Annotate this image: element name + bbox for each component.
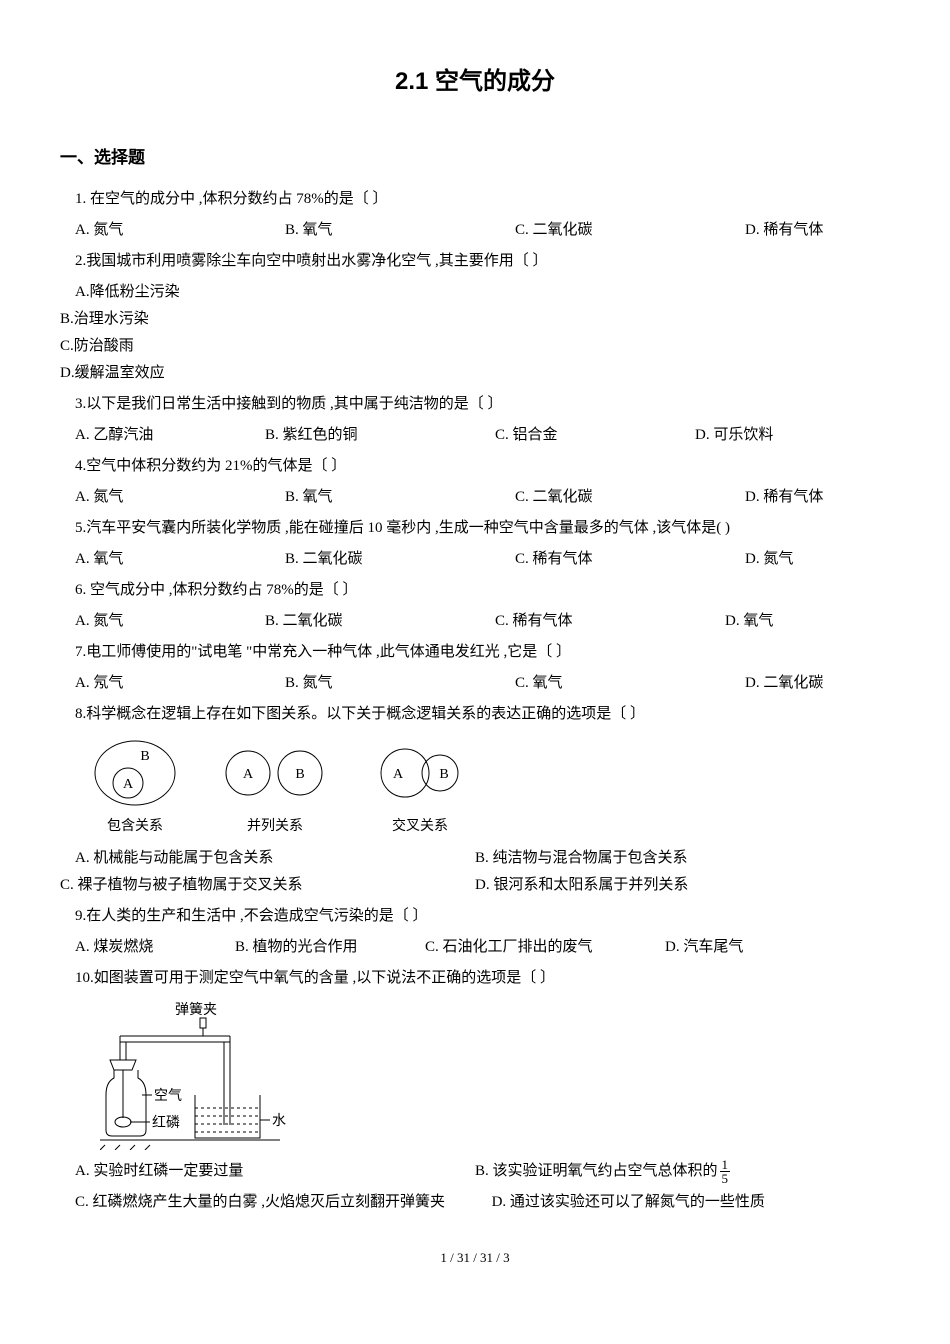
svg-text:A: A [393, 767, 404, 782]
q8-options: A. 机械能与动能属于包含关系 B. 纯洁物与混合物属于包含关系 C. 裸子植物… [60, 845, 890, 899]
q5-options: A. 氧气 B. 二氧化碳 C. 稀有气体 D. 氮气 [60, 546, 890, 573]
q8-opt-a: A. 机械能与动能属于包含关系 [60, 845, 475, 872]
q6-opt-a: A. 氮气 [75, 608, 265, 635]
intersect-icon: A B [370, 738, 470, 808]
include-icon: A B [90, 738, 180, 808]
q7-stem: 7.电工师傅使用的"试电笔 "中常充入一种气体 ,此气体通电发红光 ,它是〔 〕 [60, 639, 890, 666]
svg-text:B: B [439, 767, 448, 782]
q7-opt-d: D. 二氧化碳 [745, 670, 823, 697]
q6-opt-c: C. 稀有气体 [495, 608, 725, 635]
q10-opt-c: C. 红磷燃烧产生大量的白雾 ,火焰熄灭后立刻翻开弹簧夹 [60, 1189, 492, 1216]
q9-opt-d: D. 汽车尾气 [665, 934, 743, 961]
q10-options-cd: C. 红磷燃烧产生大量的白雾 ,火焰熄灭后立刻翻开弹簧夹 D. 通过该实验还可以… [60, 1189, 890, 1216]
q3-opt-d: D. 可乐饮料 [695, 422, 773, 449]
q6-opt-b: B. 二氧化碳 [265, 608, 495, 635]
q4-opt-a: A. 氮气 [75, 484, 285, 511]
q10-opt-b: B. 该实验证明氧气约占空气总体积的 1 5 [475, 1158, 890, 1185]
page-number: 1 / 31 / 31 / 3 [60, 1246, 890, 1269]
q2-options: A.降低粉尘污染 B.治理水污染 C.防治酸雨 D.缓解温室效应 [60, 279, 890, 387]
q1-opt-b: B. 氧气 [285, 217, 515, 244]
q9-options: A. 煤炭燃烧 B. 植物的光合作用 C. 石油化工厂排出的废气 D. 汽车尾气 [60, 934, 890, 961]
q6-options: A. 氮气 B. 二氧化碳 C. 稀有气体 D. 氧气 [60, 608, 890, 635]
diagram-include: A B 包含关系 [90, 738, 180, 839]
q1-options: A. 氮气 B. 氧气 C. 二氧化碳 D. 稀有气体 [60, 217, 890, 244]
svg-text:B: B [295, 767, 304, 782]
q3-opt-b: B. 紫红色的铜 [265, 422, 495, 449]
q6-stem: 6. 空气成分中 ,体积分数约占 78%的是〔 〕 [60, 577, 890, 604]
q2-stem: 2.我国城市利用喷雾除尘车向空中喷射出水雾净化空气 ,其主要作用〔 〕 [60, 248, 890, 275]
q8-opt-d: D. 银河系和太阳系属于并列关系 [475, 872, 890, 899]
q8-opt-c: C. 裸子植物与被子植物属于交叉关系 [60, 872, 475, 899]
intersect-label: 交叉关系 [392, 814, 448, 839]
q5-stem: 5.汽车平安气囊内所装化学物质 ,能在碰撞后 10 毫秒内 ,生成一种空气中含量… [60, 515, 890, 542]
svg-text:B: B [140, 749, 149, 764]
q1-opt-a: A. 氮气 [75, 217, 285, 244]
q3-opt-a: A. 乙醇汽油 [75, 422, 265, 449]
q8-opt-b: B. 纯洁物与混合物属于包含关系 [475, 845, 890, 872]
q3-stem: 3.以下是我们日常生活中接触到的物质 ,其中属于纯洁物的是〔 〕 [60, 391, 890, 418]
q2-opt-a: A.降低粉尘污染 [60, 279, 890, 306]
q10-options-ab: A. 实验时红磷一定要过量 B. 该实验证明氧气约占空气总体积的 1 5 [60, 1158, 890, 1185]
svg-text:A: A [243, 767, 254, 782]
q7-opt-a: A. 氖气 [75, 670, 285, 697]
parallel-label: 并列关系 [247, 814, 303, 839]
page-title: 2.1 空气的成分 [60, 60, 890, 103]
q8-diagrams: A B 包含关系 A B 并列关系 A B 交叉关系 [90, 738, 890, 839]
q6-opt-d: D. 氧气 [725, 608, 773, 635]
section-title: 一、选择题 [60, 143, 890, 174]
q4-opt-b: B. 氧气 [285, 484, 515, 511]
q3-opt-c: C. 铝合金 [495, 422, 695, 449]
q5-opt-d: D. 氮气 [745, 546, 793, 573]
q9-opt-a: A. 煤炭燃烧 [75, 934, 235, 961]
q4-opt-c: C. 二氧化碳 [515, 484, 745, 511]
svg-text:空气: 空气 [154, 1088, 182, 1104]
q1-stem: 1. 在空气的成分中 ,体积分数约占 78%的是〔 〕 [60, 186, 890, 213]
q10-apparatus: 弹簧夹 空气 红磷 水 [100, 1000, 890, 1150]
diagram-intersect: A B 交叉关系 [370, 738, 470, 839]
q7-opt-b: B. 氮气 [285, 670, 515, 697]
q8-stem: 8.科学概念在逻辑上存在如下图关系。以下关于概念逻辑关系的表达正确的选项是〔 〕 [60, 701, 890, 728]
q10-opt-d: D. 通过该实验还可以了解氮气的一些性质 [492, 1189, 890, 1216]
q1-opt-d: D. 稀有气体 [745, 217, 823, 244]
q4-stem: 4.空气中体积分数约为 21%的气体是〔 〕 [60, 453, 890, 480]
fraction-icon: 1 5 [720, 1158, 731, 1185]
q10-opt-a: A. 实验时红磷一定要过量 [60, 1158, 475, 1185]
apparatus-icon: 弹簧夹 空气 红磷 水 [100, 1000, 320, 1150]
svg-text:A: A [123, 777, 134, 792]
q4-opt-d: D. 稀有气体 [745, 484, 823, 511]
q7-options: A. 氖气 B. 氮气 C. 氧气 D. 二氧化碳 [60, 670, 890, 697]
q4-options: A. 氮气 B. 氧气 C. 二氧化碳 D. 稀有气体 [60, 484, 890, 511]
svg-text:水: 水 [272, 1113, 286, 1129]
q9-opt-b: B. 植物的光合作用 [235, 934, 425, 961]
q2-opt-c: C.防治酸雨 [60, 333, 890, 360]
q3-options: A. 乙醇汽油 B. 紫红色的铜 C. 铝合金 D. 可乐饮料 [60, 422, 890, 449]
parallel-icon: A B [220, 738, 330, 808]
q5-opt-b: B. 二氧化碳 [285, 546, 515, 573]
q1-opt-c: C. 二氧化碳 [515, 217, 745, 244]
q9-opt-c: C. 石油化工厂排出的废气 [425, 934, 665, 961]
q2-opt-d: D.缓解温室效应 [60, 360, 890, 387]
q9-stem: 9.在人类的生产和生活中 ,不会造成空气污染的是〔 〕 [60, 903, 890, 930]
q5-opt-c: C. 稀有气体 [515, 546, 745, 573]
svg-text:弹簧夹: 弹簧夹 [175, 1002, 217, 1018]
include-label: 包含关系 [107, 814, 163, 839]
q7-opt-c: C. 氧气 [515, 670, 745, 697]
svg-text:红磷: 红磷 [152, 1115, 180, 1131]
diagram-parallel: A B 并列关系 [220, 738, 330, 839]
q5-opt-a: A. 氧气 [75, 546, 285, 573]
q2-opt-b: B.治理水污染 [60, 306, 890, 333]
q10-stem: 10.如图装置可用于测定空气中氧气的含量 ,以下说法不正确的选项是〔 〕 [60, 965, 890, 992]
